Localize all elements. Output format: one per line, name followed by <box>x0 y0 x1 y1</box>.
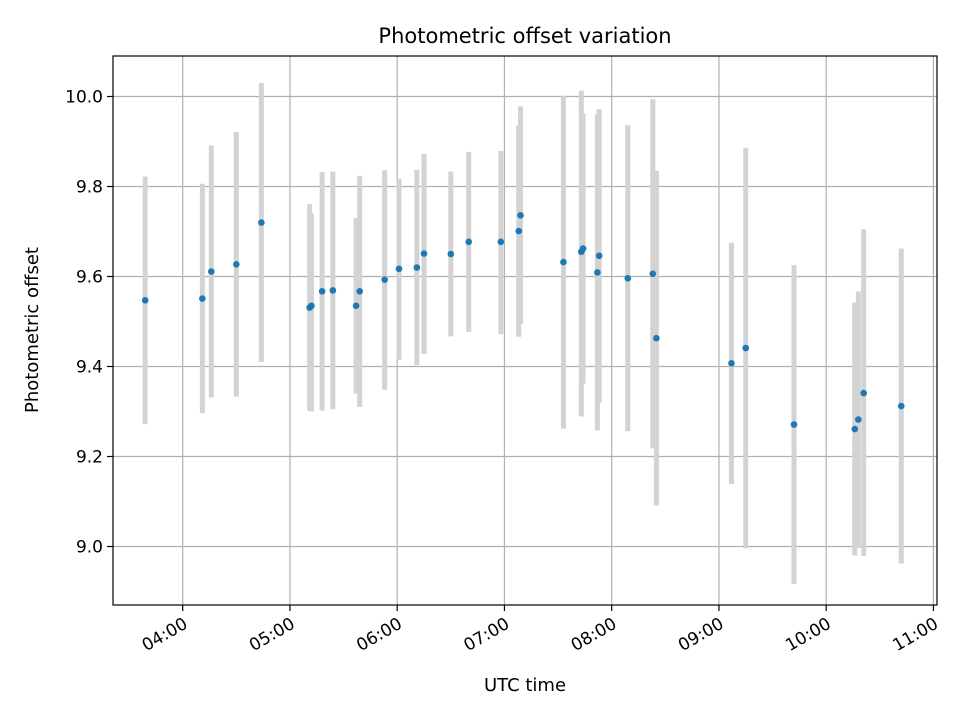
data-point <box>199 295 206 302</box>
y-tick-label: 9.4 <box>76 358 103 378</box>
grid <box>113 56 937 605</box>
plot-frame <box>112 55 938 606</box>
y-tick-label: 9.8 <box>76 178 103 198</box>
y-tick-label: 9.0 <box>76 538 103 558</box>
data-points <box>141 212 905 433</box>
y-tick-label: 9.2 <box>76 448 103 468</box>
data-point <box>560 258 567 266</box>
data-point <box>395 265 403 273</box>
y-axis-label: Photometric offset <box>22 247 43 413</box>
x-tick-label: 09:00 <box>675 614 727 656</box>
x-tick-label: 07:00 <box>461 614 513 656</box>
x-tick-label: 11:00 <box>889 614 941 656</box>
data-point <box>515 227 523 235</box>
data-point <box>141 297 149 304</box>
data-point <box>356 288 363 295</box>
y-tick-label: 9.6 <box>76 268 103 288</box>
data-point <box>497 238 505 246</box>
data-point <box>594 269 601 276</box>
data-point <box>624 275 632 282</box>
data-point <box>258 219 265 226</box>
data-point <box>851 425 859 433</box>
data-point <box>728 360 735 367</box>
data-point <box>579 245 587 252</box>
data-point <box>742 344 750 352</box>
chart-title: Photometric offset variation <box>378 24 671 48</box>
data-point <box>420 250 428 257</box>
data-point <box>855 416 862 423</box>
error-bars <box>142 83 904 584</box>
data-point <box>447 250 455 258</box>
y-tick-label: 10.0 <box>65 88 103 108</box>
data-point <box>465 238 472 246</box>
data-point <box>318 288 326 295</box>
data-point <box>352 302 360 310</box>
x-tick-label: 05:00 <box>246 614 298 656</box>
data-point <box>208 268 215 275</box>
x-tick-label: 06:00 <box>353 614 405 656</box>
data-point <box>381 276 388 283</box>
axis-ticks: 04:00 05:00 06:00 07:00 08:00 09:00 10:00 11:00… <box>65 88 942 656</box>
data-point <box>329 287 337 294</box>
data-point <box>233 261 240 268</box>
data-point <box>308 302 315 310</box>
data-point <box>413 264 421 271</box>
x-tick-label: 08:00 <box>568 614 620 656</box>
x-tick-label: 04:00 <box>139 614 191 656</box>
data-point <box>897 402 905 410</box>
data-point <box>653 334 660 342</box>
data-point <box>517 212 524 219</box>
x-tick-label: 10:00 <box>782 614 834 656</box>
data-point <box>649 270 657 278</box>
x-axis-label: UTC time <box>484 675 566 696</box>
data-point <box>595 252 603 260</box>
data-point <box>790 421 798 428</box>
data-point <box>860 389 868 397</box>
